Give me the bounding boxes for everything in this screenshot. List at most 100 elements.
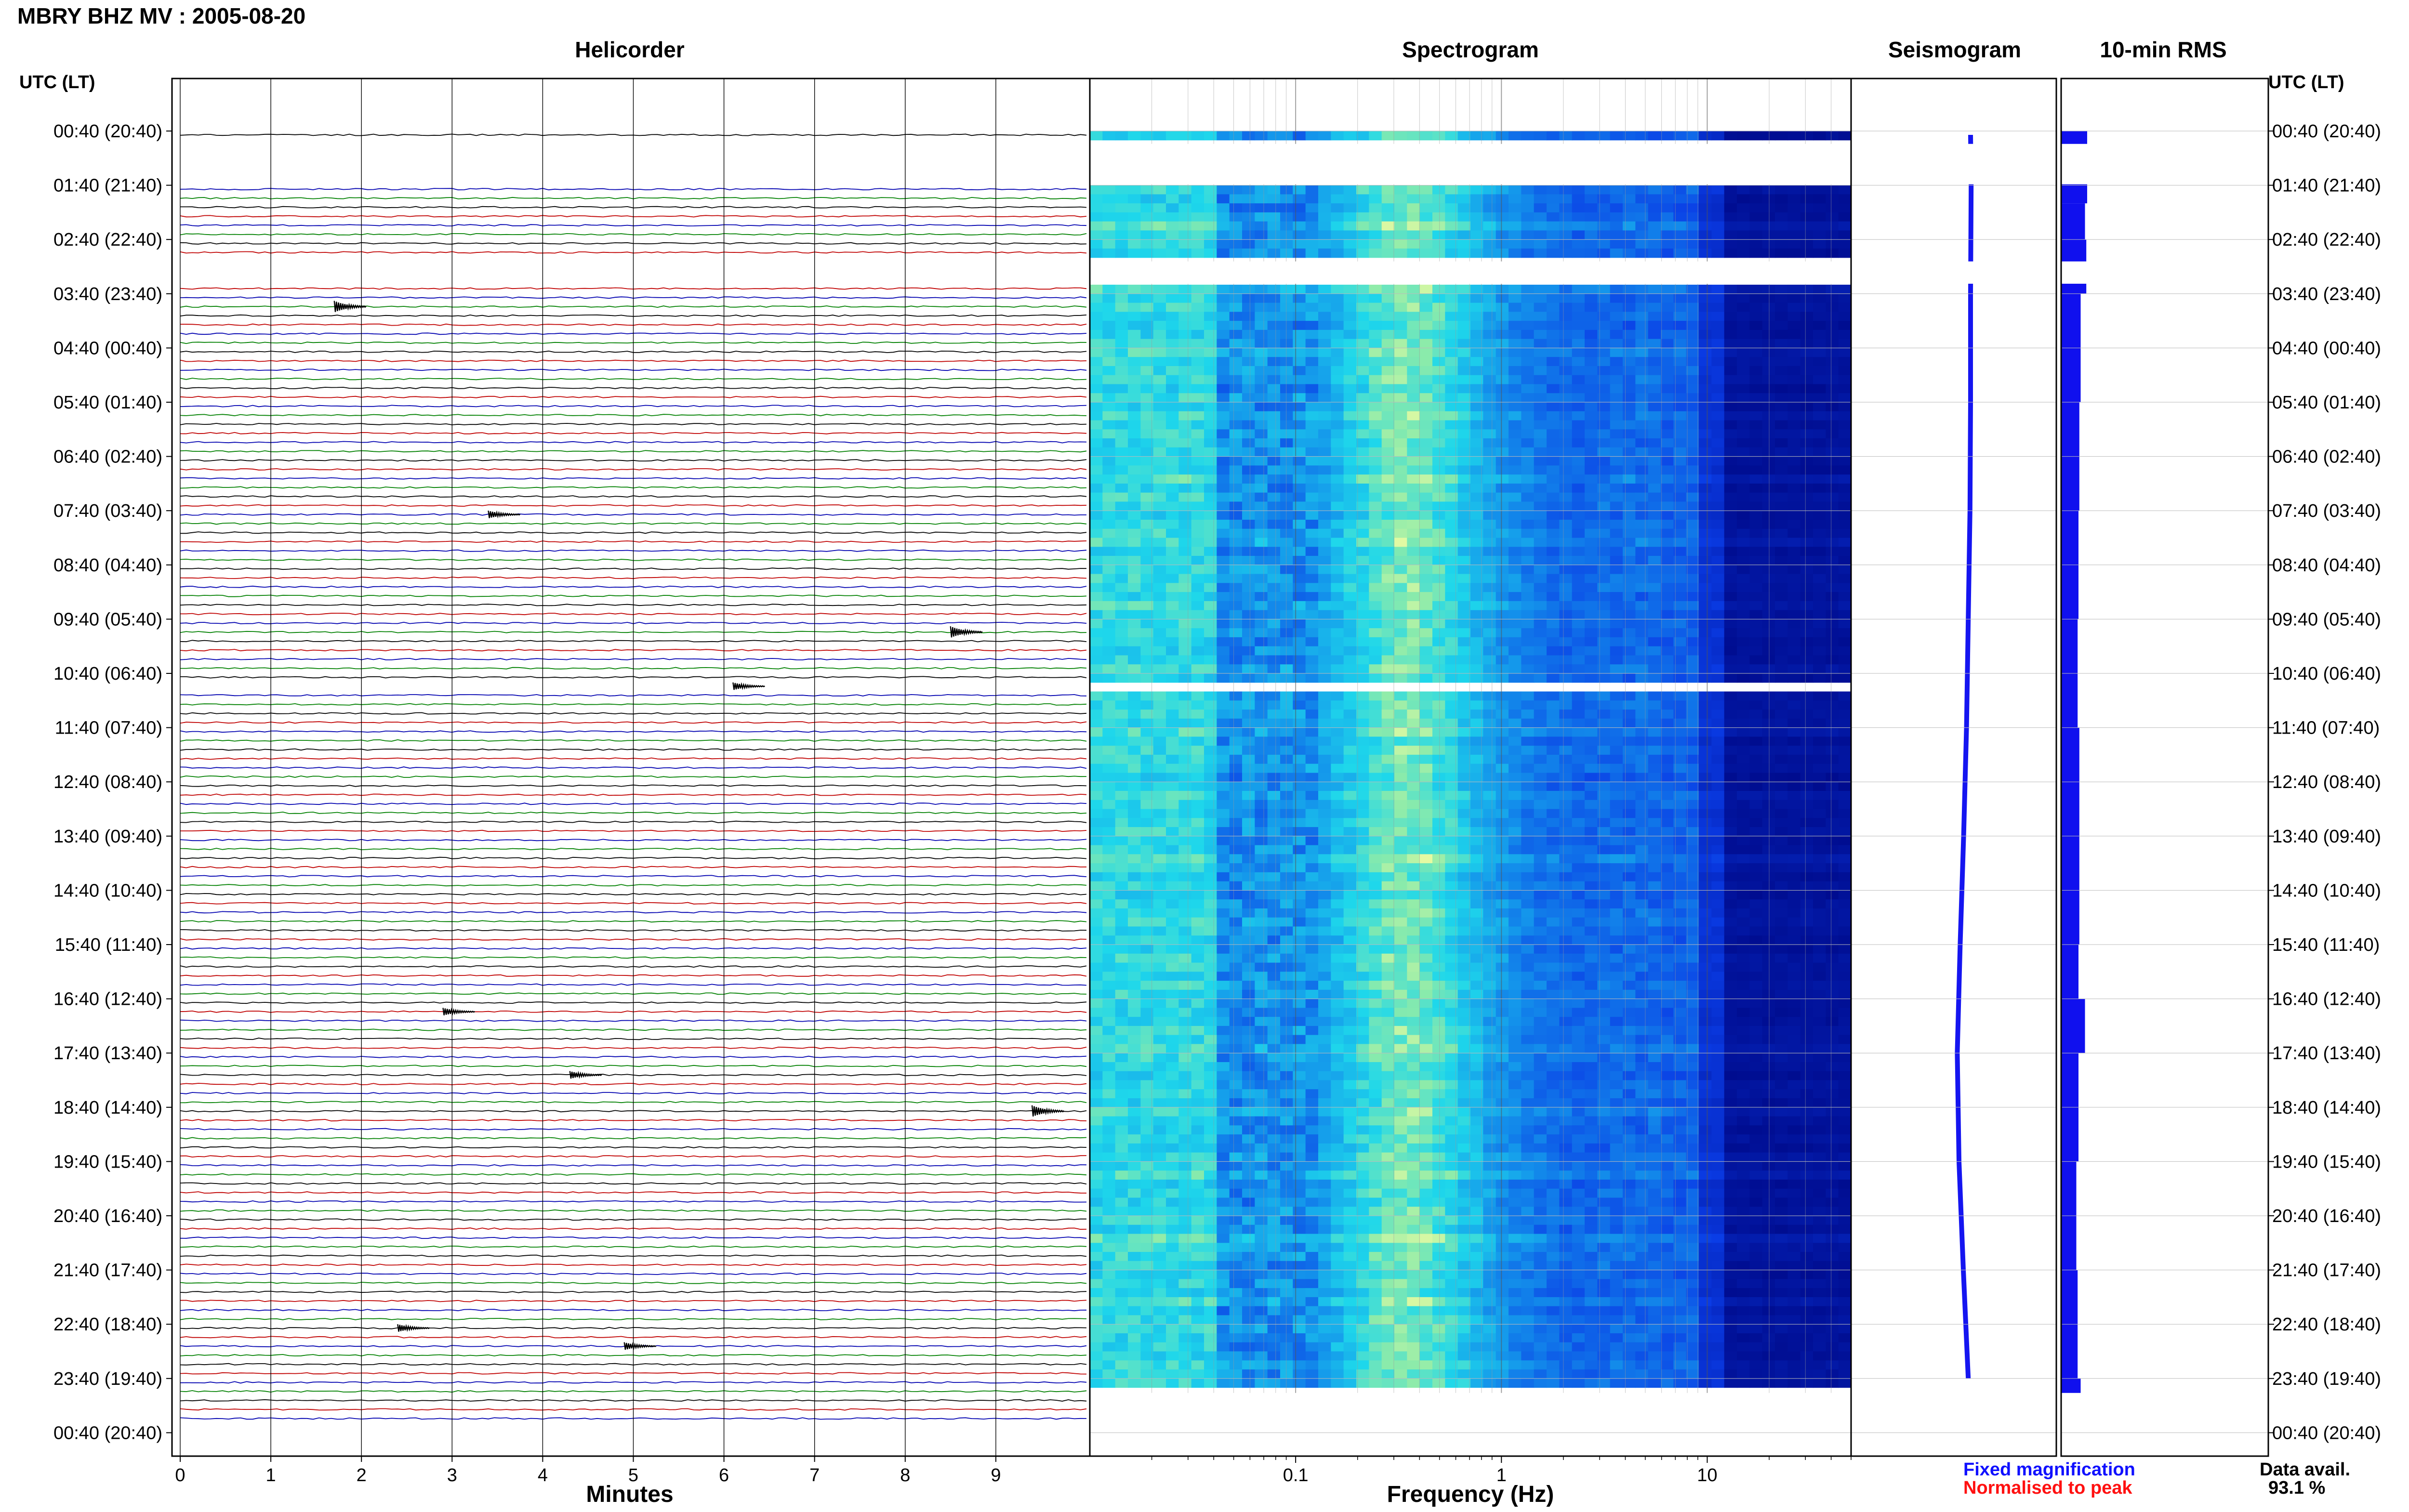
spectrogram-cell	[1293, 556, 1306, 565]
spectrogram-cell	[1635, 628, 1649, 638]
spectrogram-cell	[1090, 212, 1103, 222]
spectrogram-cell	[1445, 953, 1458, 963]
spectrogram-cell	[1242, 700, 1256, 710]
spectrogram-cell	[1686, 727, 1699, 737]
spectrogram-cell	[1635, 501, 1649, 511]
spectrogram-cell	[1280, 574, 1294, 583]
spectrogram-cell	[1407, 411, 1420, 421]
spectrogram-cell	[1597, 293, 1611, 303]
spectrogram-cell	[1610, 483, 1623, 493]
spectrogram-cell	[1128, 528, 1141, 539]
spectrogram-cell	[1267, 890, 1281, 900]
spectrogram-cell	[1128, 212, 1141, 222]
spectrogram-cell	[1470, 664, 1484, 674]
spectrogram-cell	[1407, 528, 1420, 539]
spectrogram-cell	[1331, 329, 1344, 340]
spectrogram-cell	[1191, 800, 1204, 810]
spectrogram-cell	[1407, 583, 1420, 592]
spectrogram-cell	[1623, 845, 1636, 855]
spectrogram-cell	[1331, 185, 1344, 195]
spectrogram-cell	[1102, 836, 1116, 846]
spectrogram-cell	[1635, 646, 1649, 656]
spectrogram-cell	[1496, 592, 1509, 602]
spectrogram-cell	[1381, 664, 1395, 674]
spectrogram-cell	[1749, 746, 1763, 755]
spectrogram-cell	[1394, 845, 1408, 855]
spectrogram-cell	[1318, 736, 1332, 746]
spectrogram-cell	[1610, 456, 1623, 466]
spectrogram-cell	[1356, 329, 1370, 340]
spectrogram-cell	[1217, 248, 1230, 258]
spectrogram-cell	[1635, 619, 1649, 629]
spectrogram-cell	[1267, 447, 1281, 457]
spectrogram-cell	[1356, 357, 1370, 367]
spectrogram-cell	[1419, 836, 1433, 846]
spectrogram-cell	[1331, 465, 1344, 475]
spectrogram-cell	[1166, 601, 1179, 611]
spectrogram-cell	[1356, 402, 1370, 412]
spectrogram-cell	[1128, 556, 1141, 565]
spectrogram-cell	[1686, 592, 1699, 602]
spectrogram-cell	[1178, 818, 1192, 828]
spectrogram-cell	[1331, 628, 1344, 638]
spectrogram-cell	[1699, 610, 1712, 619]
spectrogram-cell	[1293, 583, 1306, 592]
spectrogram-cell	[1102, 935, 1116, 945]
spectrogram-cell	[1749, 203, 1763, 213]
spectrogram-cell	[1737, 945, 1750, 954]
spectrogram-cell	[1242, 655, 1256, 665]
spectrogram-cell	[1559, 655, 1573, 665]
spectrogram-cell	[1635, 809, 1649, 818]
spectrogram-cell	[1242, 718, 1256, 728]
spectrogram-cell	[1813, 285, 1827, 294]
spectrogram-cell	[1115, 592, 1128, 602]
spectrogram-cell	[1178, 302, 1192, 312]
spectrogram-cell	[1737, 511, 1750, 520]
spectrogram-cell	[1724, 872, 1737, 882]
spectrogram-cell	[1445, 845, 1458, 855]
spectrogram-cell	[1331, 646, 1344, 656]
spectrogram-cell	[1140, 474, 1154, 484]
spectrogram-cell	[1102, 420, 1116, 430]
spectrogram-cell	[1496, 800, 1509, 810]
spectrogram-cell	[1343, 447, 1357, 457]
spectrogram-cell	[1648, 131, 1661, 141]
spectrogram-cell	[1255, 601, 1268, 611]
spectrogram-cell	[1432, 483, 1446, 493]
spectrogram-cell	[1242, 239, 1256, 249]
spectrogram-cell	[1635, 221, 1649, 231]
spectrogram-cell	[1153, 429, 1166, 439]
spectrogram-cell	[1648, 547, 1661, 556]
spectrogram-cell	[1813, 420, 1827, 430]
spectrogram-cell	[1280, 438, 1294, 448]
spectrogram-cell	[1547, 800, 1560, 810]
spectrogram-cell	[1318, 329, 1332, 340]
spectrogram-cell	[1559, 511, 1573, 520]
spectrogram-cell	[1191, 465, 1204, 475]
spectrogram-cell	[1483, 248, 1496, 258]
spectrogram-cell	[1178, 718, 1192, 728]
spectrogram-cell	[1394, 312, 1408, 321]
spectrogram-cell	[1775, 456, 1788, 466]
spectrogram-cell	[1547, 655, 1560, 665]
spectrogram-cell	[1787, 673, 1801, 683]
spectrogram-cell	[1090, 339, 1103, 348]
spectrogram-cell	[1229, 293, 1243, 303]
spectrogram-cell	[1826, 583, 1839, 592]
spectrogram-cell	[1534, 628, 1547, 638]
spectrogram-cell	[1623, 556, 1636, 565]
spectrogram-cell	[1166, 790, 1179, 801]
spectrogram-cell	[1534, 773, 1547, 782]
spectrogram-cell	[1597, 483, 1611, 493]
spectrogram-cell	[1229, 375, 1243, 385]
spectrogram-cell	[1318, 827, 1332, 837]
spectrogram-cell	[1826, 230, 1839, 240]
spectrogram-cell	[1343, 908, 1357, 918]
spectrogram-cell	[1559, 239, 1573, 249]
spectrogram-cell	[1102, 908, 1116, 918]
spectrogram-cell	[1178, 230, 1192, 240]
spectrogram-cell	[1813, 845, 1827, 855]
spectrogram-cell	[1191, 366, 1204, 376]
spectrogram-cell	[1166, 230, 1179, 240]
spectrogram-cell	[1090, 746, 1103, 755]
